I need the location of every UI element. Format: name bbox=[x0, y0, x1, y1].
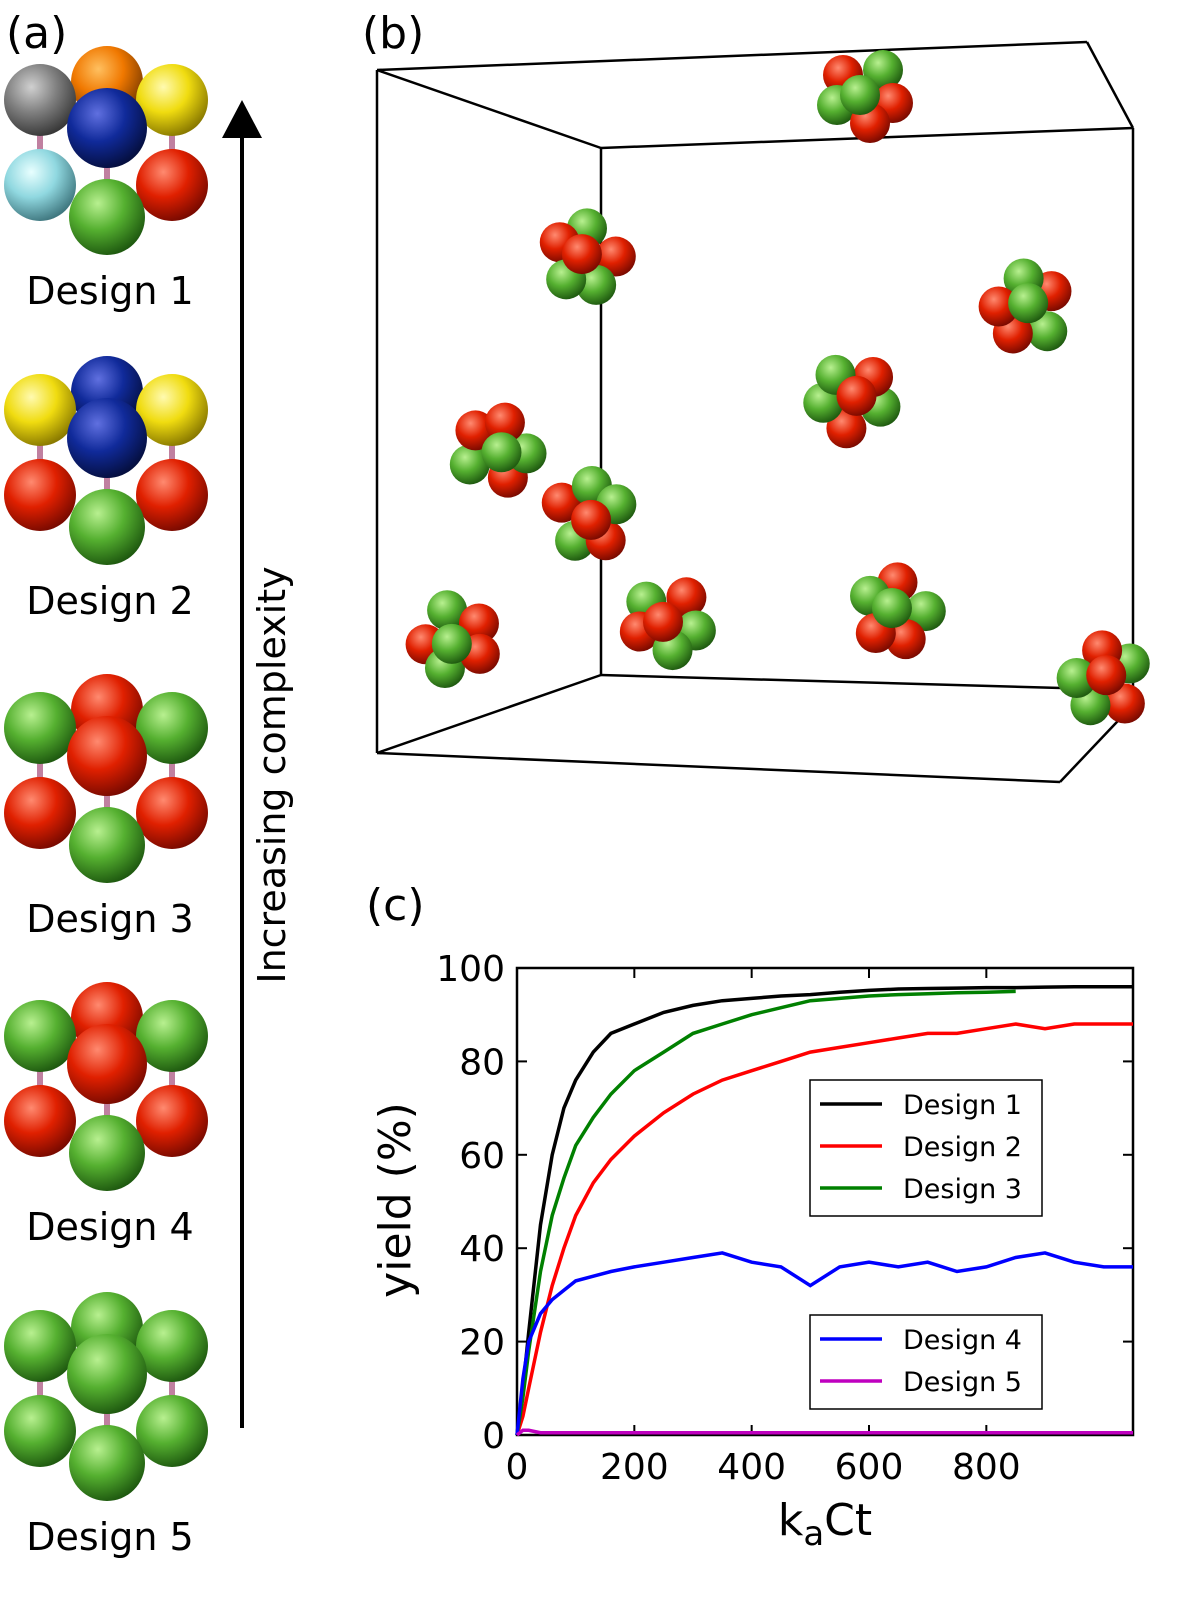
sphere bbox=[449, 444, 490, 485]
sphere bbox=[69, 807, 145, 883]
sphere bbox=[4, 777, 76, 849]
sphere bbox=[67, 716, 147, 796]
sphere bbox=[69, 1425, 145, 1501]
line-series bbox=[515, 1428, 1133, 1437]
sphere bbox=[978, 286, 1019, 327]
sphere bbox=[571, 499, 612, 540]
design-label: Design 4 bbox=[26, 1205, 193, 1249]
sphere bbox=[905, 591, 946, 632]
sphere bbox=[643, 601, 684, 642]
sphere bbox=[561, 234, 602, 275]
sphere bbox=[1008, 283, 1049, 324]
legend-label: Design 5 bbox=[903, 1367, 1022, 1398]
sphere bbox=[69, 179, 145, 255]
x-axis-label-part: Ct bbox=[824, 1495, 872, 1546]
y-tick-label: 100 bbox=[436, 949, 505, 990]
sphere bbox=[576, 264, 617, 305]
sphere bbox=[484, 402, 525, 443]
sphere bbox=[136, 374, 208, 446]
sphere bbox=[826, 408, 867, 449]
x-tick-label: 600 bbox=[835, 1447, 904, 1488]
sphere bbox=[427, 590, 468, 631]
sphere bbox=[67, 398, 147, 478]
design-label: Design 1 bbox=[26, 269, 193, 313]
y-axis-label: yield (%) bbox=[370, 1102, 421, 1298]
line-series bbox=[515, 1251, 1133, 1436]
sphere bbox=[4, 692, 76, 764]
sphere bbox=[67, 88, 147, 168]
sphere bbox=[836, 375, 877, 416]
sphere bbox=[458, 603, 499, 644]
sphere bbox=[4, 64, 76, 136]
x-axis-label: kaCt bbox=[778, 1495, 872, 1554]
sphere bbox=[136, 64, 208, 136]
x-axis-label-part: a bbox=[803, 1514, 824, 1554]
x-axis-label-part: k bbox=[778, 1495, 804, 1546]
legend-label: Design 2 bbox=[903, 1132, 1022, 1163]
legend-label: Design 1 bbox=[903, 1090, 1022, 1121]
sphere bbox=[69, 489, 145, 565]
sphere bbox=[4, 1000, 76, 1072]
sphere bbox=[4, 459, 76, 531]
sphere bbox=[69, 1115, 145, 1191]
sphere bbox=[595, 236, 636, 277]
x-tick-label: 800 bbox=[952, 1447, 1021, 1488]
sphere bbox=[431, 623, 472, 664]
x-tick-label: 200 bbox=[600, 1447, 669, 1488]
sphere bbox=[136, 692, 208, 764]
sphere bbox=[4, 1395, 76, 1467]
sphere bbox=[1104, 683, 1145, 724]
legend-label: Design 4 bbox=[903, 1325, 1022, 1356]
arrow-head bbox=[222, 100, 262, 138]
sphere bbox=[136, 459, 208, 531]
x-tick-label: 400 bbox=[717, 1447, 786, 1488]
sphere bbox=[1056, 658, 1097, 699]
sphere bbox=[871, 588, 912, 629]
panel-label: (c) bbox=[366, 880, 425, 931]
sphere bbox=[541, 482, 582, 523]
sphere bbox=[885, 619, 926, 660]
sphere bbox=[1086, 655, 1127, 696]
y-tick-label: 0 bbox=[482, 1416, 505, 1457]
sphere bbox=[67, 1334, 147, 1414]
y-tick-label: 20 bbox=[459, 1323, 505, 1364]
sphere bbox=[136, 1085, 208, 1157]
y-tick-label: 80 bbox=[459, 1042, 505, 1083]
arrow-label: Increasing complexity bbox=[250, 566, 294, 983]
line-series bbox=[515, 984, 1133, 1436]
line-series bbox=[515, 989, 1016, 1436]
y-tick-label: 40 bbox=[459, 1229, 505, 1270]
panel-label: (a) bbox=[6, 8, 67, 59]
sphere bbox=[4, 149, 76, 221]
line-series bbox=[515, 1022, 1133, 1436]
design-label: Design 5 bbox=[26, 1515, 193, 1559]
sphere bbox=[840, 75, 880, 115]
sphere bbox=[4, 374, 76, 446]
y-tick-label: 60 bbox=[459, 1136, 505, 1177]
sphere bbox=[67, 1024, 147, 1104]
design-label: Design 3 bbox=[26, 897, 193, 941]
sphere bbox=[1027, 311, 1068, 352]
legend-box bbox=[809, 1314, 1043, 1410]
sphere bbox=[4, 1310, 76, 1382]
sphere bbox=[136, 1395, 208, 1467]
sphere bbox=[136, 149, 208, 221]
sphere bbox=[136, 777, 208, 849]
design-label: Design 2 bbox=[26, 579, 193, 623]
panel-label: (b) bbox=[362, 8, 424, 59]
legend-label: Design 3 bbox=[903, 1174, 1022, 1205]
sphere bbox=[136, 1310, 208, 1382]
plot-frame bbox=[515, 966, 1135, 1437]
sphere bbox=[4, 1085, 76, 1157]
x-tick-label: 0 bbox=[506, 1447, 529, 1488]
sphere bbox=[481, 432, 522, 473]
sphere bbox=[136, 1000, 208, 1072]
